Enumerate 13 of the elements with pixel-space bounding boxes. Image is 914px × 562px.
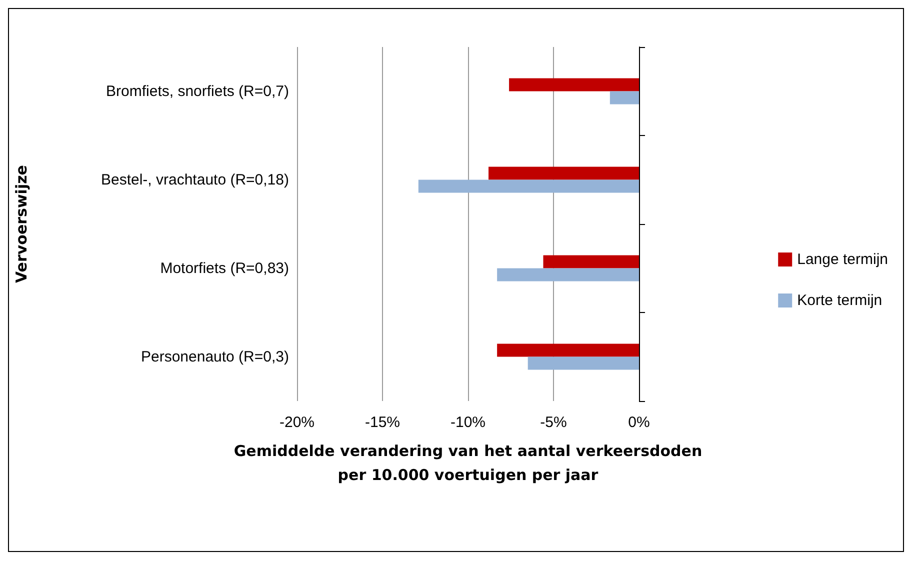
y-tick-label: Motorfiets (R=0,83) [160, 260, 290, 277]
y-tick-label: Bromfiets, snorfiets (R=0,7) [106, 82, 289, 100]
y-tick-label: Bestel-, vrachtauto (R=0,18) [100, 171, 289, 188]
x-axis-title: Gemiddelde verandering van het aantal verkeersdoden per 10.000 voertuigen per jaar [234, 442, 702, 484]
x-tick-label: -5% [540, 414, 567, 431]
y-tick-label: Personenauto (R=0,3) [140, 348, 289, 366]
y-axis-title: Vervoerswijze [12, 165, 30, 283]
legend-label: Lange termijn [797, 251, 888, 268]
legend-label: Korte termijn [797, 292, 882, 309]
x-tick-label: -10% [450, 414, 486, 431]
x-tick-label: -20% [279, 414, 315, 431]
x-tick-label: -15% [364, 414, 400, 431]
x-tick-label: 0% [628, 414, 650, 431]
